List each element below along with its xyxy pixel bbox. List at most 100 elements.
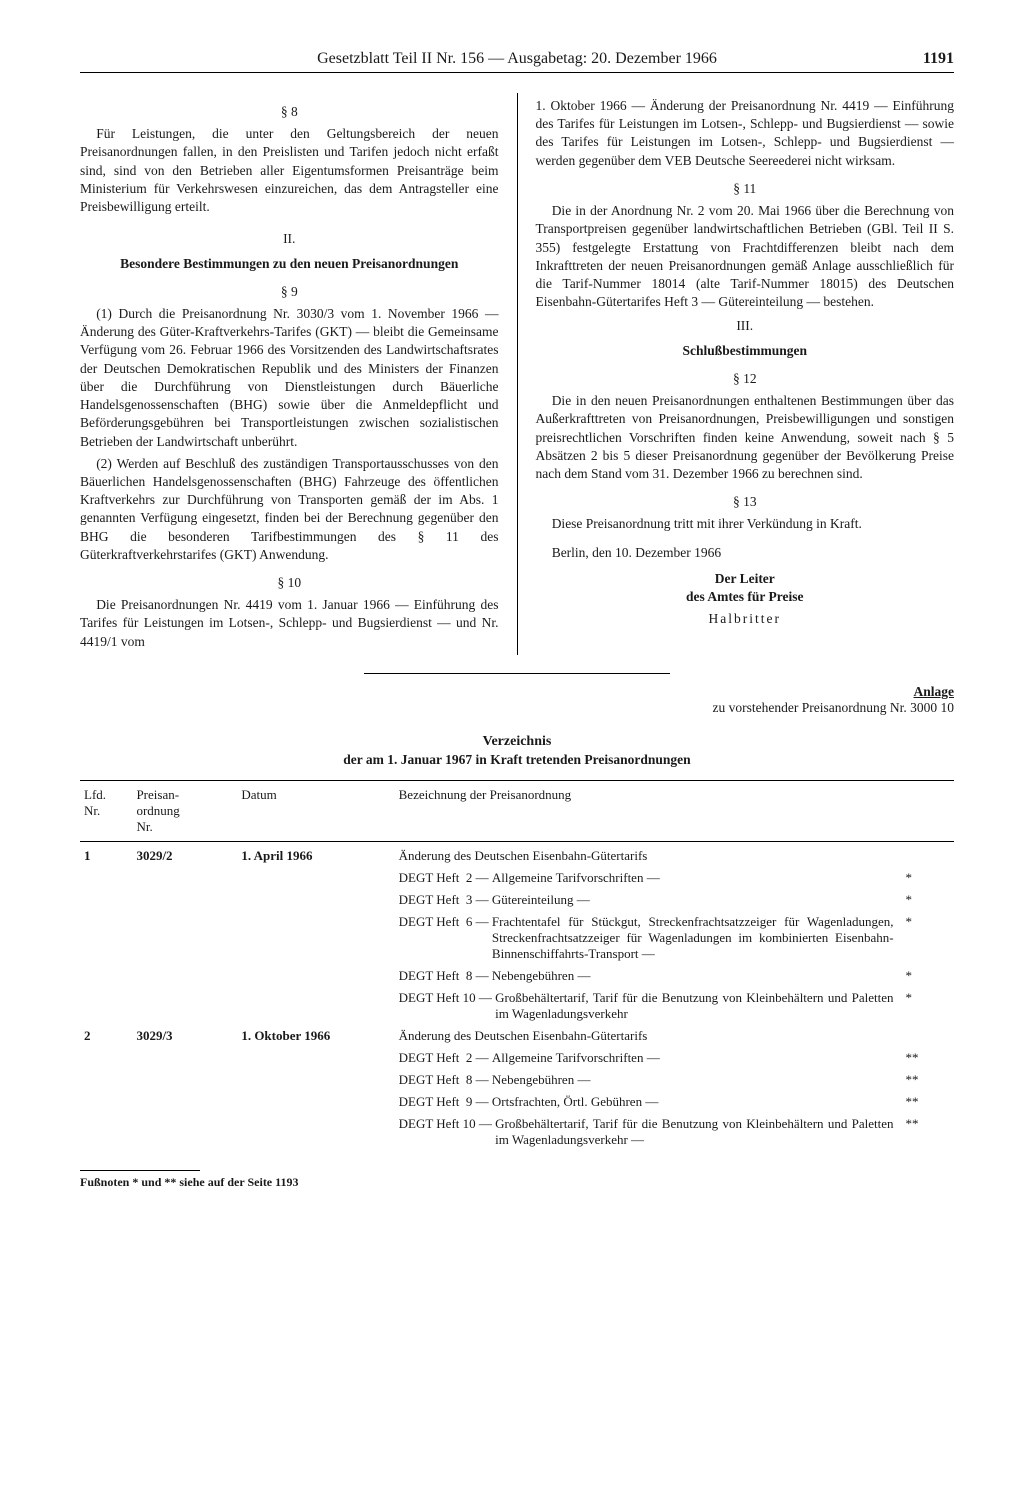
cell-lfd: 2 — [80, 1022, 132, 1044]
sub-body: Nebengebühren — — [492, 968, 894, 984]
cell-mark: ** — [902, 1088, 954, 1110]
section-9-num: § 9 — [80, 283, 499, 301]
page-number: 1191 — [923, 50, 954, 68]
anlage-sub: zu vorstehender Preisanordnung Nr. 3000 … — [80, 700, 954, 716]
table-body: 13029/21. April 1966 Änderung des Deutsch… — [80, 841, 954, 1148]
sub-label: DEGT Heft 6 — — [399, 914, 492, 962]
heading-III: Schlußbestimmungen — [536, 342, 955, 360]
page: Gesetzblatt Teil II Nr. 156 — Ausgabetag… — [0, 0, 1024, 1491]
sub-body: Allgemeine Tarifvorschriften — — [492, 1050, 894, 1066]
table-row: DEGT Heft 8 — Nebengebühren —* — [80, 962, 954, 984]
table-row: DEGT Heft 9 — Ortsfrachten, Örtl. Gebühr… — [80, 1088, 954, 1110]
section-8-text: Für Leistungen, die unter den Geltungsbe… — [80, 125, 499, 216]
cell-mark: * — [902, 962, 954, 984]
th-bez: Bezeichnung der Preisanordnung — [395, 780, 902, 841]
table-row: DEGT Heft 8 — Nebengebühren —** — [80, 1066, 954, 1088]
cell-subline: DEGT Heft 10 — Großbehältertarif, Tarif … — [395, 984, 902, 1022]
cell-subline: DEGT Heft 8 — Nebengebühren — — [395, 962, 902, 984]
sig-line-1: Der Leiter — [536, 570, 955, 588]
table-row: 13029/21. April 1966Änderung des Deutsch… — [80, 841, 954, 864]
sig-line-2: des Amtes für Preise — [536, 588, 955, 606]
sub-label: DEGT Heft 8 — — [399, 1072, 492, 1088]
sub-body: Nebengebühren — — [492, 1072, 894, 1088]
table-row: DEGT Heft 6 — Frachtentafel für Stückgut… — [80, 908, 954, 962]
cell-subline: DEGT Heft 2 — Allgemeine Tarifvorschrift… — [395, 864, 902, 886]
cell-mark — [902, 1022, 954, 1044]
listing-table: Lfd. Nr. Preisan- ordnung Nr. Datum Beze… — [80, 780, 954, 1148]
divider — [364, 673, 670, 674]
sub-label: DEGT Heft 3 — — [399, 892, 492, 908]
sub-body: Gütereinteilung — — [492, 892, 894, 908]
place-date: Berlin, den 10. Dezember 1966 — [536, 544, 955, 562]
cell-datum: 1. April 1966 — [237, 841, 394, 864]
sub-label: DEGT Heft 10 — — [399, 1116, 496, 1148]
cell-mark: ** — [902, 1110, 954, 1148]
section-13-num: § 13 — [536, 493, 955, 511]
table-row: DEGT Heft 2 — Allgemeine Tarifvorschrift… — [80, 1044, 954, 1066]
cell-mark: ** — [902, 1044, 954, 1066]
section-13-text: Diese Preisanordnung tritt mit ihrer Ver… — [536, 515, 955, 533]
column-right: 1. Oktober 1966 — Änderung der Preisanor… — [518, 93, 955, 655]
section-9-p1: (1) Durch die Preisanordnung Nr. 3030/3 … — [80, 305, 499, 451]
footnote-rule — [80, 1170, 200, 1171]
sub-body: Großbehältertarif, Tarif für die Benutzu… — [495, 990, 893, 1022]
sub-body: Allgemeine Tarifvorschriften — — [492, 870, 894, 886]
sig-name: Halbritter — [536, 610, 955, 628]
th-po: Preisan- ordnung Nr. — [132, 780, 237, 841]
cell-po: 3029/3 — [132, 1022, 237, 1044]
cell-subline: DEGT Heft 8 — Nebengebühren — — [395, 1066, 902, 1088]
th-datum: Datum — [237, 780, 394, 841]
cell-datum: 1. Oktober 1966 — [237, 1022, 394, 1044]
section-10-cont: 1. Oktober 1966 — Änderung der Preisanor… — [536, 97, 955, 170]
roman-III: III. — [536, 317, 955, 335]
verzeichnis-title: Verzeichnis — [80, 734, 954, 750]
table-row: DEGT Heft 3 — Gütereinteilung —* — [80, 886, 954, 908]
th-lfd: Lfd. Nr. — [80, 780, 132, 841]
section-12-num: § 12 — [536, 370, 955, 388]
table-row: DEGT Heft 2 — Allgemeine Tarifvorschrift… — [80, 864, 954, 886]
cell-subline: DEGT Heft 3 — Gütereinteilung — — [395, 886, 902, 908]
section-11-num: § 11 — [536, 180, 955, 198]
cell-mark: ** — [902, 1066, 954, 1088]
cell-subline: DEGT Heft 2 — Allgemeine Tarifvorschrift… — [395, 1044, 902, 1066]
sub-label: DEGT Heft 10 — — [399, 990, 496, 1022]
cell-mark: * — [902, 886, 954, 908]
heading-II: Besondere Bestimmungen zu den neuen Prei… — [80, 255, 499, 273]
section-8-num: § 8 — [80, 103, 499, 121]
cell-po: 3029/2 — [132, 841, 237, 864]
table-header-row: Lfd. Nr. Preisan- ordnung Nr. Datum Beze… — [80, 780, 954, 841]
th-mark — [902, 780, 954, 841]
table-row: DEGT Heft 10 — Großbehältertarif, Tarif … — [80, 1110, 954, 1148]
signature-block: Der Leiter des Amtes für Preise Halbritt… — [536, 570, 955, 629]
section-10-num: § 10 — [80, 574, 499, 592]
cell-mark — [902, 841, 954, 864]
cell-subline: DEGT Heft 10 — Großbehältertarif, Tarif … — [395, 1110, 902, 1148]
sub-body: Frachtentafel für Stückgut, Streckenfrac… — [492, 914, 894, 962]
sub-label: DEGT Heft 9 — — [399, 1094, 492, 1110]
anlage-block: Anlage zu vorstehender Preisanordnung Nr… — [80, 684, 954, 716]
cell-title: Änderung des Deutschen Eisenbahn-Güterta… — [395, 1022, 902, 1044]
footnote: Fußnoten * und ** siehe auf der Seite 11… — [80, 1175, 954, 1190]
table-row: 23029/31. Oktober 1966Änderung des Deuts… — [80, 1022, 954, 1044]
roman-II: II. — [80, 230, 499, 248]
header-title: Gesetzblatt Teil II Nr. 156 — Ausgabetag… — [317, 50, 717, 68]
page-header: Gesetzblatt Teil II Nr. 156 — Ausgabetag… — [80, 50, 954, 73]
cell-lfd: 1 — [80, 841, 132, 864]
cell-mark: * — [902, 908, 954, 962]
cell-mark: * — [902, 864, 954, 886]
sub-body: Ortsfrachten, Örtl. Gebühren — — [492, 1094, 894, 1110]
section-11-text: Die in der Anordnung Nr. 2 vom 20. Mai 1… — [536, 202, 955, 311]
sub-label: DEGT Heft 2 — — [399, 870, 492, 886]
section-10-text: Die Preisanordnungen Nr. 4419 vom 1. Jan… — [80, 596, 499, 651]
table-row: DEGT Heft 10 — Großbehältertarif, Tarif … — [80, 984, 954, 1022]
sub-body: Großbehältertarif, Tarif für die Benutzu… — [495, 1116, 893, 1148]
cell-subline: DEGT Heft 6 — Frachtentafel für Stückgut… — [395, 908, 902, 962]
sub-label: DEGT Heft 8 — — [399, 968, 492, 984]
verzeichnis-sub: der am 1. Januar 1967 in Kraft tretenden… — [80, 752, 954, 768]
section-12-text: Die in den neuen Preisanordnungen enthal… — [536, 392, 955, 483]
section-9-p2: (2) Werden auf Beschluß des zuständigen … — [80, 455, 499, 564]
cell-subline: DEGT Heft 9 — Ortsfrachten, Örtl. Gebühr… — [395, 1088, 902, 1110]
two-column-body: § 8 Für Leistungen, die unter den Geltun… — [80, 93, 954, 655]
column-left: § 8 Für Leistungen, die unter den Geltun… — [80, 93, 518, 655]
anlage-label: Anlage — [914, 684, 955, 700]
